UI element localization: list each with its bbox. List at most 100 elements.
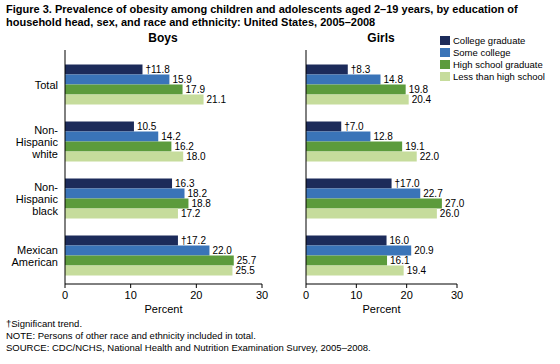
data-label: 21.1 bbox=[207, 94, 227, 105]
bar bbox=[306, 236, 387, 246]
legend-label: College graduate bbox=[453, 35, 525, 46]
data-label: †8.3 bbox=[351, 64, 371, 75]
data-label: 26.0 bbox=[440, 208, 460, 219]
legend-label: Less than high school bbox=[453, 71, 545, 82]
panel-title: Girls bbox=[367, 31, 395, 45]
legend-swatch bbox=[440, 72, 450, 81]
bar bbox=[306, 95, 409, 105]
bar bbox=[65, 122, 134, 132]
x-axis bbox=[306, 284, 457, 285]
bars bbox=[306, 65, 442, 276]
data-label: 22.7 bbox=[423, 188, 443, 199]
bar bbox=[306, 122, 341, 132]
data-label: 17.9 bbox=[186, 84, 206, 95]
bar bbox=[65, 266, 232, 276]
x-axis-title: Percent bbox=[145, 303, 183, 315]
x-tick bbox=[457, 284, 458, 288]
category-label: Non-Hispanicblack bbox=[16, 181, 59, 217]
y-axis bbox=[306, 50, 307, 284]
bar bbox=[65, 209, 178, 219]
bar bbox=[306, 246, 411, 256]
category-label-line: Hispanic bbox=[16, 136, 59, 148]
x-tick-label: 20 bbox=[190, 289, 202, 301]
bar bbox=[65, 85, 183, 95]
data-label: 16.0 bbox=[390, 235, 410, 246]
x-axis bbox=[65, 284, 262, 285]
bar bbox=[65, 189, 185, 199]
category-label-line: Non- bbox=[34, 181, 58, 193]
bar bbox=[65, 95, 204, 105]
data-label: 10.5 bbox=[137, 121, 157, 132]
bar bbox=[65, 236, 178, 246]
legend-swatch bbox=[440, 36, 450, 45]
bar bbox=[306, 132, 370, 142]
category-label-line: Total bbox=[35, 79, 58, 91]
bar bbox=[65, 75, 169, 85]
bar bbox=[306, 142, 402, 152]
x-tick-label: 10 bbox=[350, 289, 362, 301]
data-label: 25.5 bbox=[235, 265, 255, 276]
bar bbox=[306, 189, 420, 199]
data-label: 20.9 bbox=[414, 245, 434, 256]
bar bbox=[65, 199, 188, 209]
category-label-line: American bbox=[12, 256, 58, 268]
bar bbox=[65, 65, 142, 75]
data-label: 20.4 bbox=[412, 94, 432, 105]
category-label: Total bbox=[35, 79, 58, 91]
data-label: 18.0 bbox=[186, 151, 206, 162]
y-axis bbox=[65, 50, 66, 284]
data-label: 14.8 bbox=[383, 74, 403, 85]
category-label: Non-Hispanicwhite bbox=[16, 124, 59, 160]
x-tick bbox=[262, 284, 263, 288]
x-tick bbox=[196, 284, 197, 288]
category-label: MexicanAmerican bbox=[12, 244, 58, 268]
bar bbox=[306, 179, 392, 189]
x-tick-label: 0 bbox=[303, 289, 309, 301]
footnote: †Significant trend. bbox=[6, 318, 82, 329]
x-tick-label: 20 bbox=[401, 289, 413, 301]
footnote: NOTE: Persons of other race and ethnicit… bbox=[6, 330, 256, 341]
data-label: 19.4 bbox=[407, 265, 427, 276]
bar bbox=[306, 199, 442, 209]
bar bbox=[65, 246, 209, 256]
footnote: SOURCE: CDC/NCHS, National Health and Nu… bbox=[6, 342, 371, 353]
figure-title: Figure 3. Prevalence of obesity among ch… bbox=[6, 3, 554, 29]
x-tick-label: 10 bbox=[125, 289, 137, 301]
data-label: †7.0 bbox=[344, 121, 364, 132]
bar bbox=[65, 256, 234, 266]
category-label-line: white bbox=[31, 148, 58, 160]
legend-label: Some college bbox=[453, 47, 511, 58]
legend-swatch bbox=[440, 60, 450, 69]
category-label-line: Hispanic bbox=[16, 193, 59, 205]
bar bbox=[306, 75, 380, 85]
bar bbox=[65, 179, 172, 189]
category-label-line: Mexican bbox=[17, 244, 58, 256]
bar bbox=[65, 142, 171, 152]
x-tick bbox=[130, 284, 131, 288]
category-label-line: Non- bbox=[34, 124, 58, 136]
x-tick bbox=[306, 284, 307, 288]
x-tick-label: 30 bbox=[256, 289, 268, 301]
panel-title: Boys bbox=[148, 31, 178, 45]
x-tick bbox=[406, 284, 407, 288]
bar bbox=[306, 65, 348, 75]
data-label: 17.2 bbox=[181, 208, 201, 219]
x-axis-title: Percent bbox=[363, 303, 401, 315]
x-tick-label: 30 bbox=[451, 289, 463, 301]
bars bbox=[65, 65, 234, 276]
bar bbox=[306, 152, 417, 162]
chart-canvas: Boys0102030PercentTotal†11.815.917.921.1… bbox=[0, 0, 560, 364]
data-label: †17.2 bbox=[181, 235, 206, 246]
data-label: 12.8 bbox=[373, 131, 393, 142]
bar bbox=[306, 266, 404, 276]
data-label: †17.0 bbox=[395, 178, 420, 189]
category-label-line: black bbox=[32, 205, 58, 217]
data-label: 22.0 bbox=[212, 245, 232, 256]
data-label: 22.0 bbox=[420, 151, 440, 162]
bar bbox=[306, 209, 437, 219]
legend-label: High school graduate bbox=[453, 59, 543, 70]
bar bbox=[65, 152, 183, 162]
data-label: †11.8 bbox=[145, 64, 170, 75]
bar bbox=[306, 256, 387, 266]
legend-swatch bbox=[440, 48, 450, 57]
